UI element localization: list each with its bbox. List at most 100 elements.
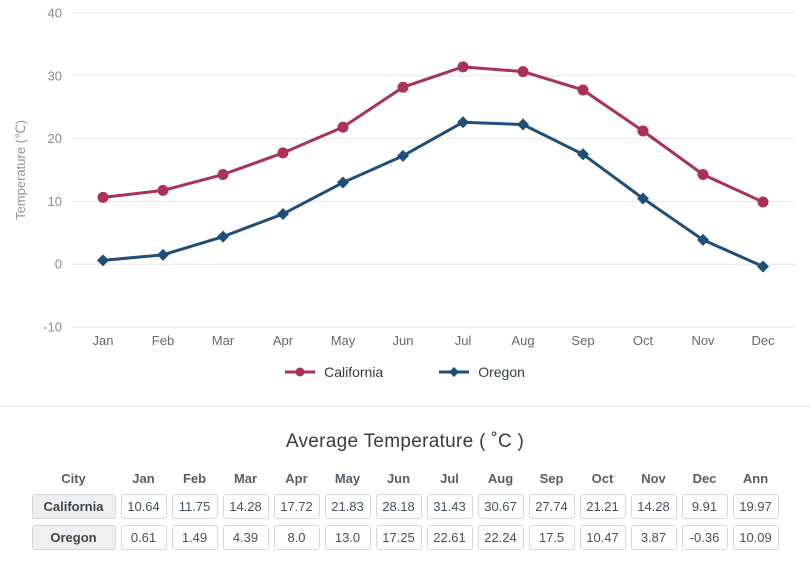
x-tick-label-mar: Mar (212, 333, 235, 348)
cell-oregon-jun: 17.25 (375, 525, 422, 550)
data-point-oregon-feb (157, 248, 169, 261)
table-title: Average Temperature ( ˚C ) (285, 431, 525, 452)
legend-item-california[interactable]: California (285, 364, 383, 380)
cell-oregon-oct: 10.47 (579, 525, 626, 550)
x-tick-label-jul: Jul (455, 333, 472, 348)
y-tick-label: 0 (55, 257, 62, 272)
cell-oregon-dec: -0.36 (681, 525, 728, 550)
data-point-california-jun (397, 81, 409, 93)
row-header-california: California (31, 494, 116, 519)
column-header-sep: Sep (539, 471, 564, 486)
data-point-oregon-jul (457, 116, 469, 129)
cell-oregon-may: 13.0 (324, 525, 371, 550)
column-header-city: City (61, 471, 86, 486)
cell-oregon-jan: 0.61 (120, 525, 167, 550)
cell-california-dec: 9.91 (681, 494, 728, 519)
data-point-oregon-oct (637, 192, 649, 205)
x-tick-label-nov: Nov (691, 333, 715, 348)
cell-california-jun: 28.18 (375, 494, 422, 519)
data-point-california-may (337, 121, 349, 133)
data-point-california-oct (637, 125, 649, 137)
cell-california-may: 21.83 (324, 494, 371, 519)
data-point-california-nov (697, 169, 709, 181)
column-header-nov: Nov (641, 471, 666, 486)
column-header-aug: Aug (487, 471, 514, 486)
data-point-oregon-aug (517, 118, 529, 131)
temperature-line-chart: -10 0 10 20 30 40 Jan Feb Mar Apr May Jun Jul Aug Sep O… (13, 6, 795, 348)
series-line-oregon (102, 120, 764, 268)
oregon-line-marker-icon (439, 367, 470, 377)
cell-california-sep: 27.74 (528, 494, 575, 519)
x-tick-label-oct: Oct (633, 333, 654, 348)
data-point-california-feb (157, 184, 169, 196)
cell-california-apr: 17.72 (273, 494, 320, 519)
table-row-oregon: Oregon 0.61 1.49 4.39 8.0 13.0 17.25 22.61 22.24… (31, 525, 779, 550)
chart-legend: California Oregon (0, 362, 810, 382)
cell-california-ann: 19.97 (732, 494, 779, 519)
data-point-oregon-nov (697, 233, 709, 246)
table-row-california: California 10.64 11.75 14.28 17.72 21.83 28.18… (31, 494, 779, 519)
data-point-oregon-jan (97, 254, 109, 267)
cell-oregon-nov: 3.87 (630, 525, 677, 550)
cell-california-mar: 14.28 (222, 494, 269, 519)
temperature-chart-section: -10 0 10 20 30 40 Jan Feb Mar Apr May Jun Jul Aug Sep O… (0, 6, 810, 382)
cell-california-feb: 11.75 (171, 494, 218, 519)
table-header-row: City Jan Feb Mar Apr May Jun Jul Aug Sep Oct Nov Dec… (32, 469, 779, 488)
legend-item-oregon[interactable]: Oregon (439, 364, 525, 380)
data-point-california-dec (757, 196, 769, 208)
temperature-table: City Jan Feb Mar Apr May Jun Jul Aug Sep Oct Nov Dec… (27, 463, 784, 556)
y-tick-label: 10 (48, 194, 62, 209)
california-line-marker-icon (285, 367, 316, 377)
data-point-california-sep (577, 84, 589, 96)
x-tick-label-aug: Aug (511, 333, 534, 348)
cell-oregon-mar: 4.39 (222, 525, 269, 550)
y-tick-label: -10 (43, 320, 62, 335)
cell-california-jul: 31.43 (426, 494, 473, 519)
table-body: California 10.64 11.75 14.28 17.72 21.83 28.18… (31, 494, 779, 550)
data-point-oregon-jun (397, 149, 409, 162)
cell-oregon-feb: 1.49 (171, 525, 218, 550)
column-header-jan: Jan (132, 471, 155, 486)
x-tick-label-sep: Sep (571, 333, 594, 348)
column-header-feb: Feb (182, 471, 207, 486)
section-divider (0, 406, 810, 407)
column-header-mar: Mar (233, 471, 258, 486)
cell-oregon-apr: 8.0 (273, 525, 320, 550)
cell-oregon-aug: 22.24 (477, 525, 524, 550)
data-point-oregon-mar (217, 230, 229, 243)
series-line-california (102, 65, 764, 204)
cell-oregon-sep: 17.5 (528, 525, 575, 550)
data-point-california-jul (457, 61, 469, 73)
cell-california-oct: 21.21 (579, 494, 626, 519)
y-tick-label: 30 (48, 68, 62, 83)
data-point-california-mar (217, 169, 229, 181)
x-tick-label-jun: Jun (393, 333, 414, 348)
column-header-dec: Dec (692, 471, 717, 486)
y-tick-label: 40 (48, 6, 62, 21)
x-tick-label-may: May (331, 333, 356, 348)
column-header-ann: Ann (742, 471, 769, 486)
data-point-california-aug (517, 66, 529, 78)
cell-oregon-ann: 10.09 (732, 525, 779, 550)
x-tick-label-dec: Dec (751, 333, 775, 348)
column-header-apr: Apr (285, 471, 308, 486)
column-header-oct: Oct (591, 471, 614, 486)
x-tick-label-feb: Feb (152, 333, 174, 348)
y-axis-title: Temperature (℃) (13, 120, 28, 220)
column-header-may: May (334, 471, 361, 486)
y-tick-label: 20 (48, 131, 62, 146)
data-point-california-apr (277, 147, 289, 159)
x-tick-label-jan: Jan (93, 333, 114, 348)
cell-california-aug: 30.67 (477, 494, 524, 519)
x-tick-label-apr: Apr (273, 333, 294, 348)
temperature-table-section: Average Temperature ( ˚C ) City Jan Feb Mar… (0, 431, 810, 556)
cell-california-jan: 10.64 (120, 494, 167, 519)
column-header-jul: Jul (440, 471, 459, 486)
data-point-oregon-apr (277, 207, 289, 220)
data-point-oregon-dec (757, 260, 769, 273)
data-point-oregon-may (337, 176, 349, 189)
cell-california-nov: 14.28 (630, 494, 677, 519)
cell-oregon-jul: 22.61 (426, 525, 473, 550)
row-header-oregon: Oregon (31, 525, 116, 550)
legend-label-california: California (324, 364, 384, 380)
